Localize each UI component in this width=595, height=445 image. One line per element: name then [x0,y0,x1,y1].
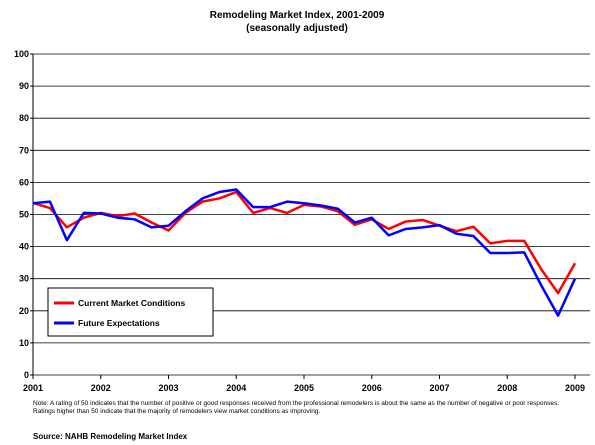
legend-label: Current Market Conditions [78,298,185,308]
x-tick-label: 2009 [565,383,585,393]
y-tick-label: 70 [19,145,29,155]
x-tick-label: 2006 [362,383,382,393]
legend-box [47,287,214,337]
y-tick-label: 20 [19,306,29,316]
legend-label: Future Expectations [78,318,160,328]
y-tick-label: 80 [19,113,29,123]
chart: Remodeling Market Index, 2001-2009 (seas… [14,10,590,393]
x-tick-label: 2001 [23,383,43,393]
y-tick-label: 10 [19,338,29,348]
x-tick-label: 2005 [294,383,314,393]
y-tick-label: 30 [19,274,29,284]
chart-subtitle: (seasonally adjusted) [246,23,348,34]
y-tick-label: 50 [19,210,29,220]
y-tick-label: 0 [24,370,29,380]
note: Note: A rating of 50 indicates that the … [33,400,560,415]
series-line [32,188,577,317]
y-tick-label: 40 [19,242,29,252]
source: Source: NAHB Remodeling Market Index [33,432,188,441]
x-tick-label: 2004 [226,383,246,393]
x-tick-label: 2002 [91,383,111,393]
series-line [32,190,577,295]
y-tick-label: 100 [14,49,29,59]
x-tick-label: 2008 [497,383,517,393]
y-tick-label: 60 [19,177,29,187]
y-tick-label: 90 [19,81,29,91]
x-tick-label: 2003 [158,383,178,393]
x-tick-label: 2007 [429,383,449,393]
chart-title: Remodeling Market Index, 2001-2009 [210,10,385,21]
